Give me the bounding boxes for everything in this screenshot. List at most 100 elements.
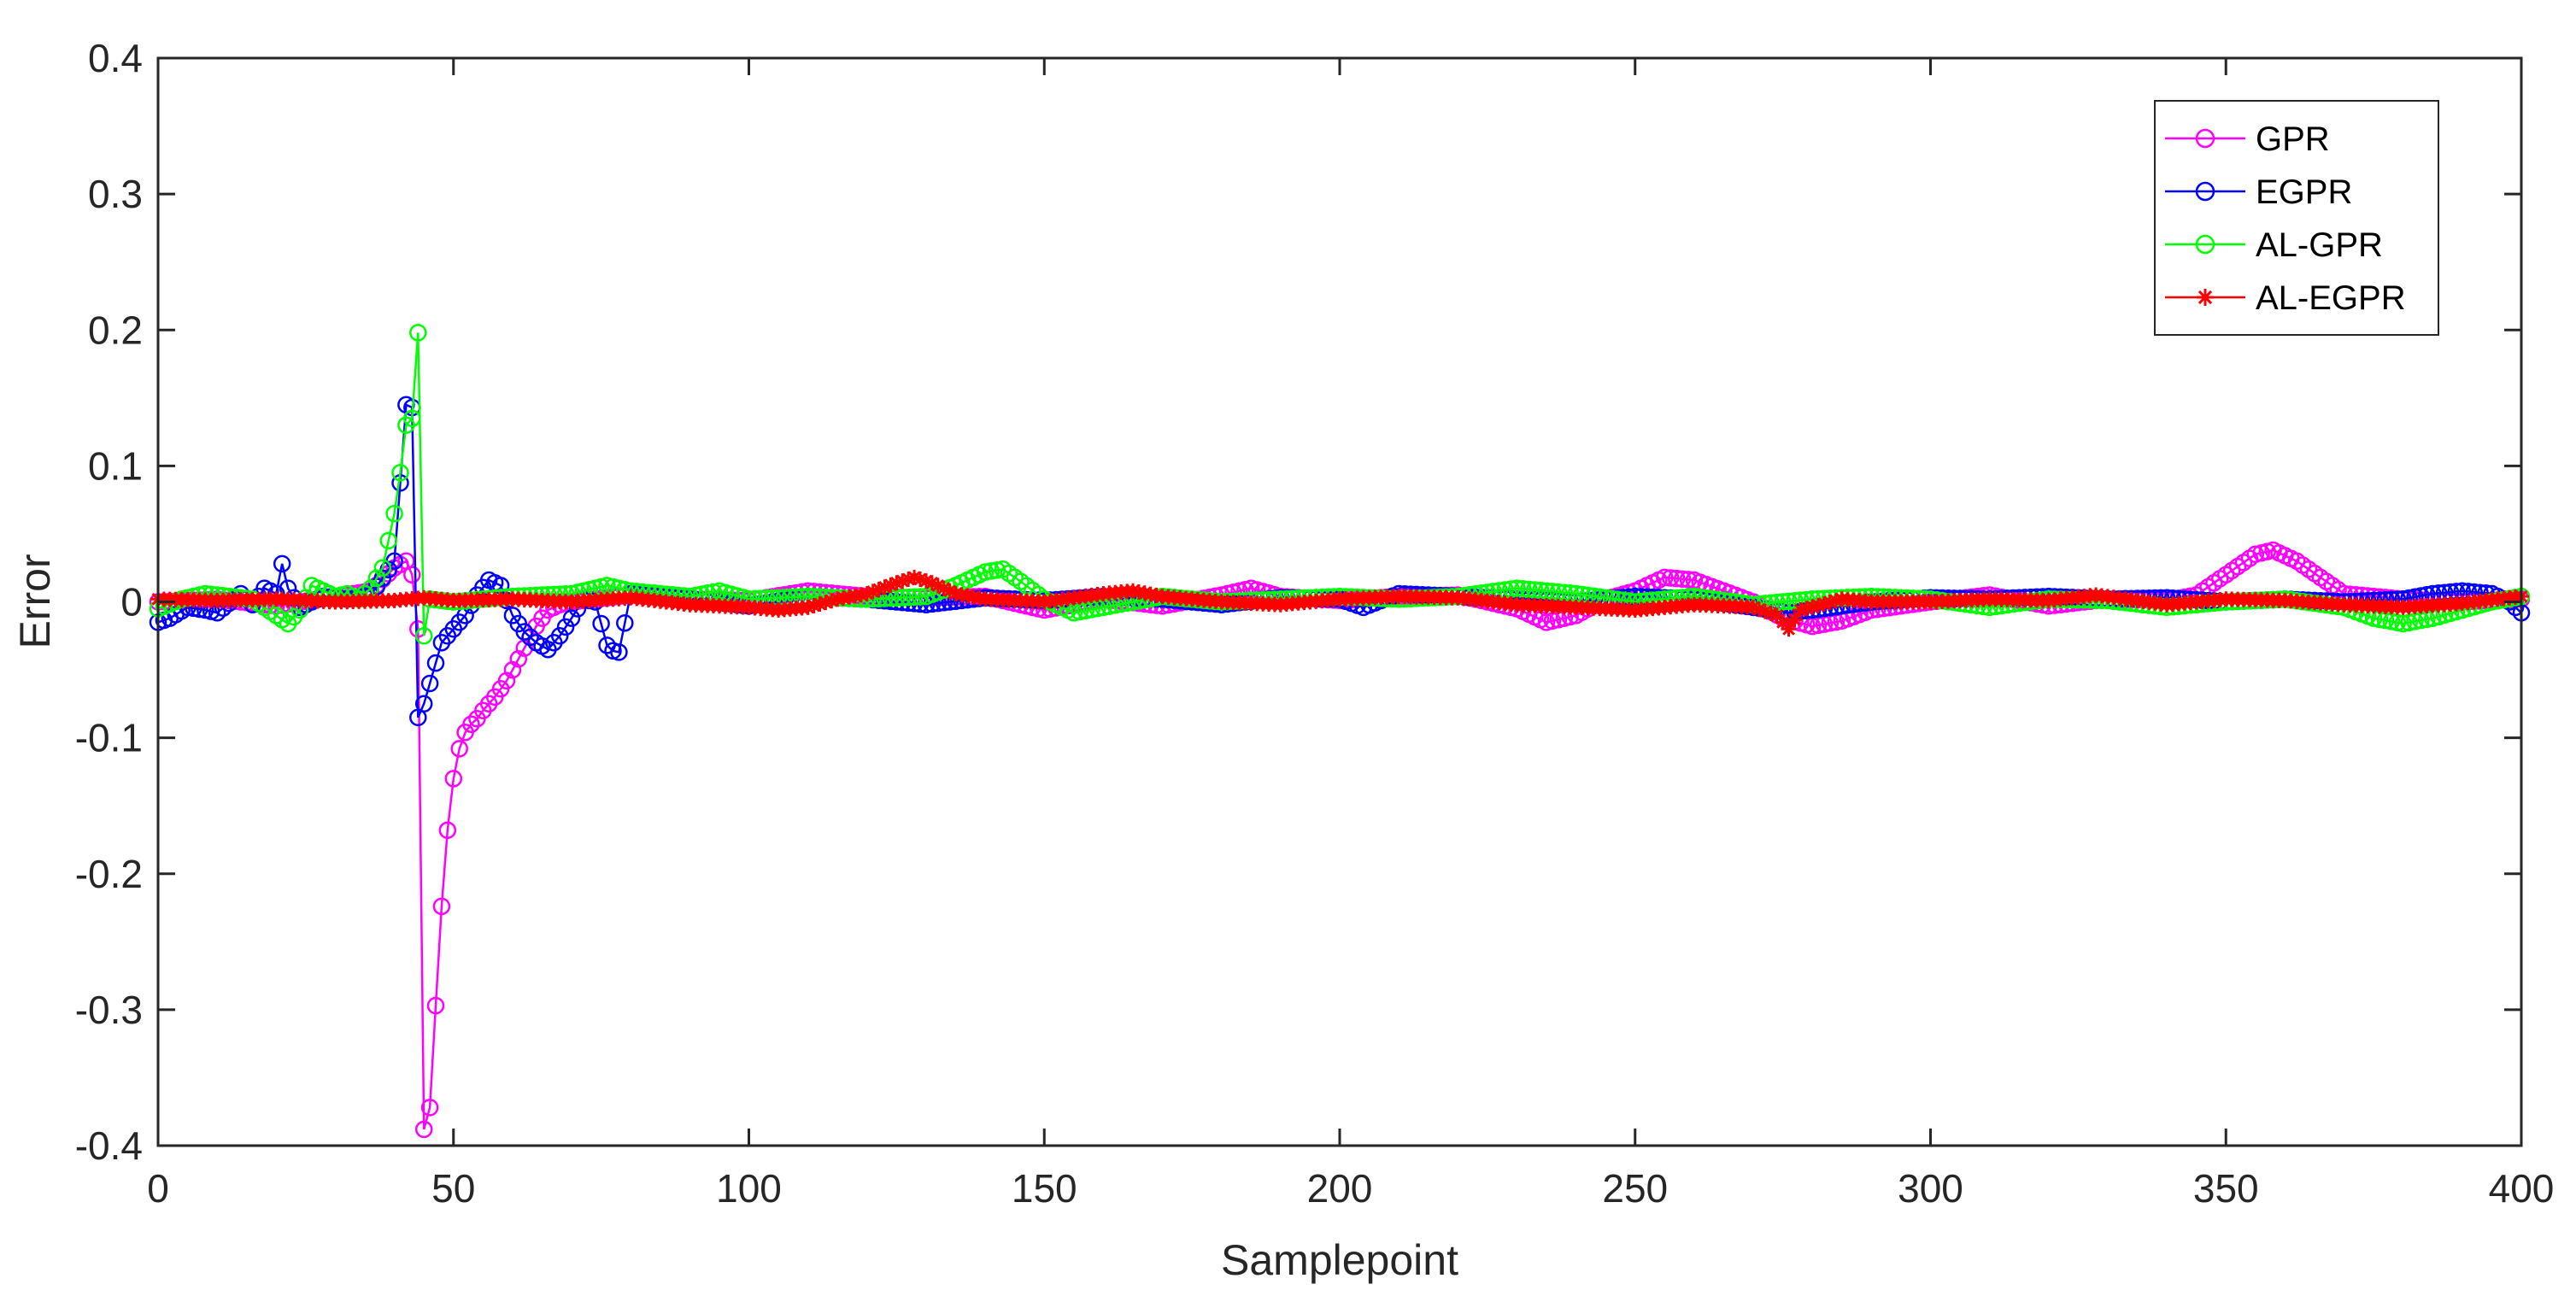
data-point [391, 464, 409, 482]
x-tick-label: 350 [2193, 1166, 2259, 1211]
data-point [1793, 602, 1809, 618]
data-point [409, 324, 427, 342]
data-point [403, 566, 421, 583]
data-point [1774, 593, 1792, 611]
data-point [1822, 595, 1838, 610]
data-point [432, 897, 451, 916]
legend-item-al-gpr: AL-GPR [2165, 226, 2383, 264]
data-point [462, 715, 480, 733]
data-point [982, 562, 1000, 580]
data-point [438, 821, 457, 840]
legend-label: AL-GPR [2256, 226, 2383, 264]
x-tick-label: 400 [2489, 1166, 2555, 1211]
data-point [824, 593, 840, 609]
series-layer [149, 324, 2531, 1139]
data-point [883, 577, 899, 593]
data-point [1752, 601, 1767, 618]
data-point [426, 996, 445, 1015]
y-axis-label: Error [11, 554, 59, 648]
legend-item-egpr: EGPR [2165, 173, 2352, 211]
legend: GPR EGPR AL-GPR AL-EGPR [2154, 100, 2439, 336]
data-point [907, 569, 923, 585]
data-point [818, 595, 834, 611]
x-tick-label: 50 [431, 1166, 475, 1211]
data-point [379, 531, 397, 550]
data-point [414, 1120, 433, 1139]
series-markers-al-egpr [150, 569, 2529, 637]
data-point [905, 588, 924, 607]
data-point [414, 627, 433, 645]
data-point [420, 674, 439, 693]
data-point [912, 572, 928, 587]
data-point [1775, 614, 1791, 630]
data-point [515, 623, 533, 641]
data-point [444, 770, 463, 788]
data-point [1769, 607, 1785, 624]
legend-label: AL-EGPR [2256, 279, 2406, 317]
data-point [450, 740, 468, 758]
data-point [800, 599, 816, 615]
y-tick-label: 0.1 [88, 443, 143, 488]
data-point [2388, 613, 2407, 631]
x-tick-label: 300 [1898, 1166, 1963, 1211]
y-tick-label: -0.4 [75, 1123, 143, 1168]
data-point [592, 614, 610, 633]
data-point [1787, 612, 1803, 628]
data-point [556, 618, 575, 636]
data-point [930, 578, 946, 594]
data-point [426, 654, 445, 672]
data-point [1804, 599, 1821, 615]
data-point [901, 572, 917, 587]
data-point [420, 1099, 439, 1117]
y-tick-label: 0.4 [88, 36, 143, 80]
data-point [976, 563, 995, 581]
data-point [942, 583, 958, 599]
x-tick-label: 0 [147, 1166, 169, 1211]
data-point [562, 609, 581, 627]
data-point [899, 588, 918, 607]
data-point [1799, 601, 1815, 617]
data-point [616, 613, 634, 632]
data-point [373, 559, 392, 577]
data-point [911, 588, 930, 606]
series-al-egpr [150, 569, 2529, 637]
legend-item-al-egpr: AL-EGPR [2165, 279, 2406, 317]
data-point [877, 579, 893, 595]
data-point [1781, 621, 1797, 637]
x-tick-label: 100 [716, 1166, 782, 1211]
data-point [806, 598, 822, 613]
data-point [1786, 591, 1804, 610]
x-tick-label: 150 [1012, 1166, 1077, 1211]
data-point [2394, 614, 2412, 633]
data-point [1780, 592, 1798, 611]
data-point [1520, 580, 1538, 599]
data-point [1656, 568, 1674, 587]
data-point [1816, 595, 1832, 612]
data-point [871, 581, 887, 597]
x-axis-label: Samplepoint [1221, 1236, 1458, 1284]
data-point [1757, 603, 1773, 619]
legend-label: GPR [2256, 120, 2330, 158]
data-point [894, 589, 912, 607]
y-tick-label: -0.3 [75, 988, 143, 1032]
y-tick-label: -0.2 [75, 852, 143, 896]
data-point [550, 627, 569, 645]
legend-marker [2195, 234, 2215, 255]
legend-marker [2197, 289, 2214, 306]
data-point [812, 596, 828, 612]
data-point [1810, 597, 1827, 613]
y-tick-label: 0.3 [88, 172, 143, 216]
x-tick-label: 250 [1602, 1166, 1668, 1211]
data-point [889, 575, 905, 591]
data-point [385, 504, 403, 523]
data-point [1508, 579, 1526, 597]
data-point [918, 573, 934, 589]
data-point [1514, 579, 1532, 598]
data-point [1763, 606, 1779, 621]
data-point [936, 580, 952, 596]
y-tick-label: -0.1 [75, 716, 143, 760]
data-point [1746, 599, 1762, 615]
data-point [367, 569, 386, 587]
